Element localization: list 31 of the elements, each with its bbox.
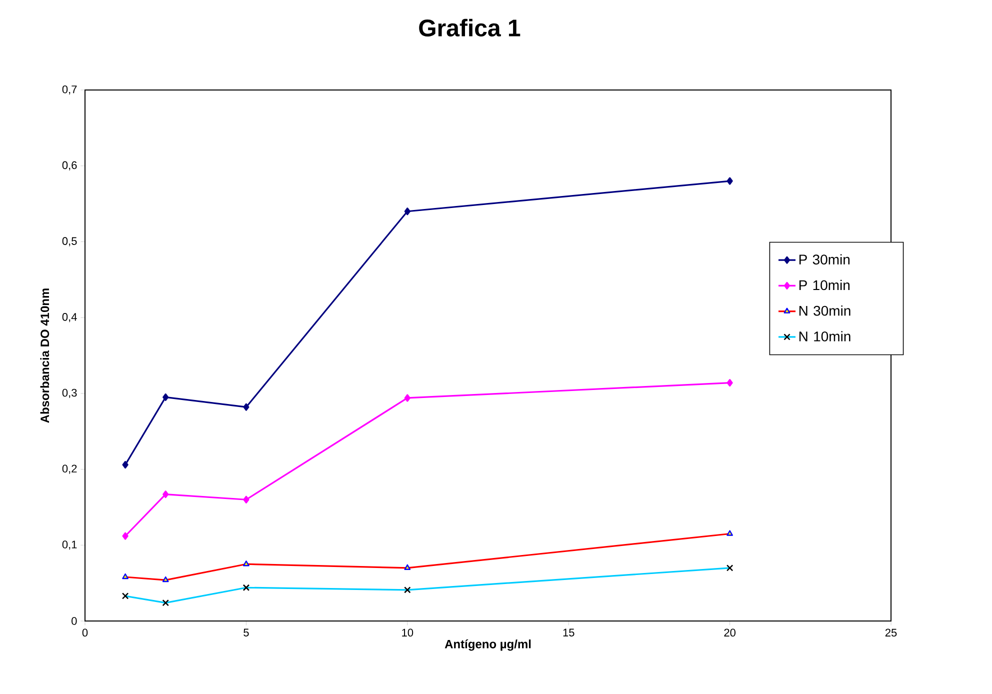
x-tick-label: 5 bbox=[244, 628, 249, 636]
point bbox=[162, 490, 169, 498]
x-axis-title: Antígeno µg/ml bbox=[444, 639, 531, 651]
x-tick-label: 25 bbox=[885, 628, 897, 637]
x-tick-label: 15 bbox=[563, 628, 574, 636]
y-tick-label: 0,1 bbox=[62, 540, 77, 550]
legend-label: P 10min bbox=[799, 280, 850, 290]
point bbox=[243, 496, 250, 504]
y-tick-label: 0,6 bbox=[62, 161, 77, 170]
y-tick-label: 0,3 bbox=[62, 388, 77, 398]
legend-label: N 10min bbox=[799, 331, 850, 342]
x-tick-label: 10 bbox=[402, 628, 414, 637]
point bbox=[243, 403, 250, 411]
y-axis-title: Absorbancia DO 410nm bbox=[40, 288, 50, 423]
legend-label: P 30min bbox=[799, 254, 850, 265]
y-tick-label: 0,2 bbox=[62, 464, 77, 474]
x-tick-label: 20 bbox=[724, 628, 736, 637]
y-tick-label: 0 bbox=[72, 617, 77, 625]
legend-label: N 30min bbox=[799, 306, 850, 316]
y-tick-label: 0,7 bbox=[62, 85, 77, 95]
point bbox=[122, 460, 128, 469]
point bbox=[726, 379, 733, 387]
x-tick-label: 0 bbox=[82, 628, 88, 637]
point bbox=[726, 177, 733, 185]
y-tick-label: 0,5 bbox=[62, 237, 77, 246]
y-tick-label: 0,4 bbox=[62, 313, 77, 322]
point bbox=[122, 532, 128, 540]
point bbox=[404, 208, 410, 216]
point bbox=[162, 393, 169, 402]
chart-title: Grafica 1 bbox=[419, 18, 520, 36]
point bbox=[404, 394, 410, 402]
